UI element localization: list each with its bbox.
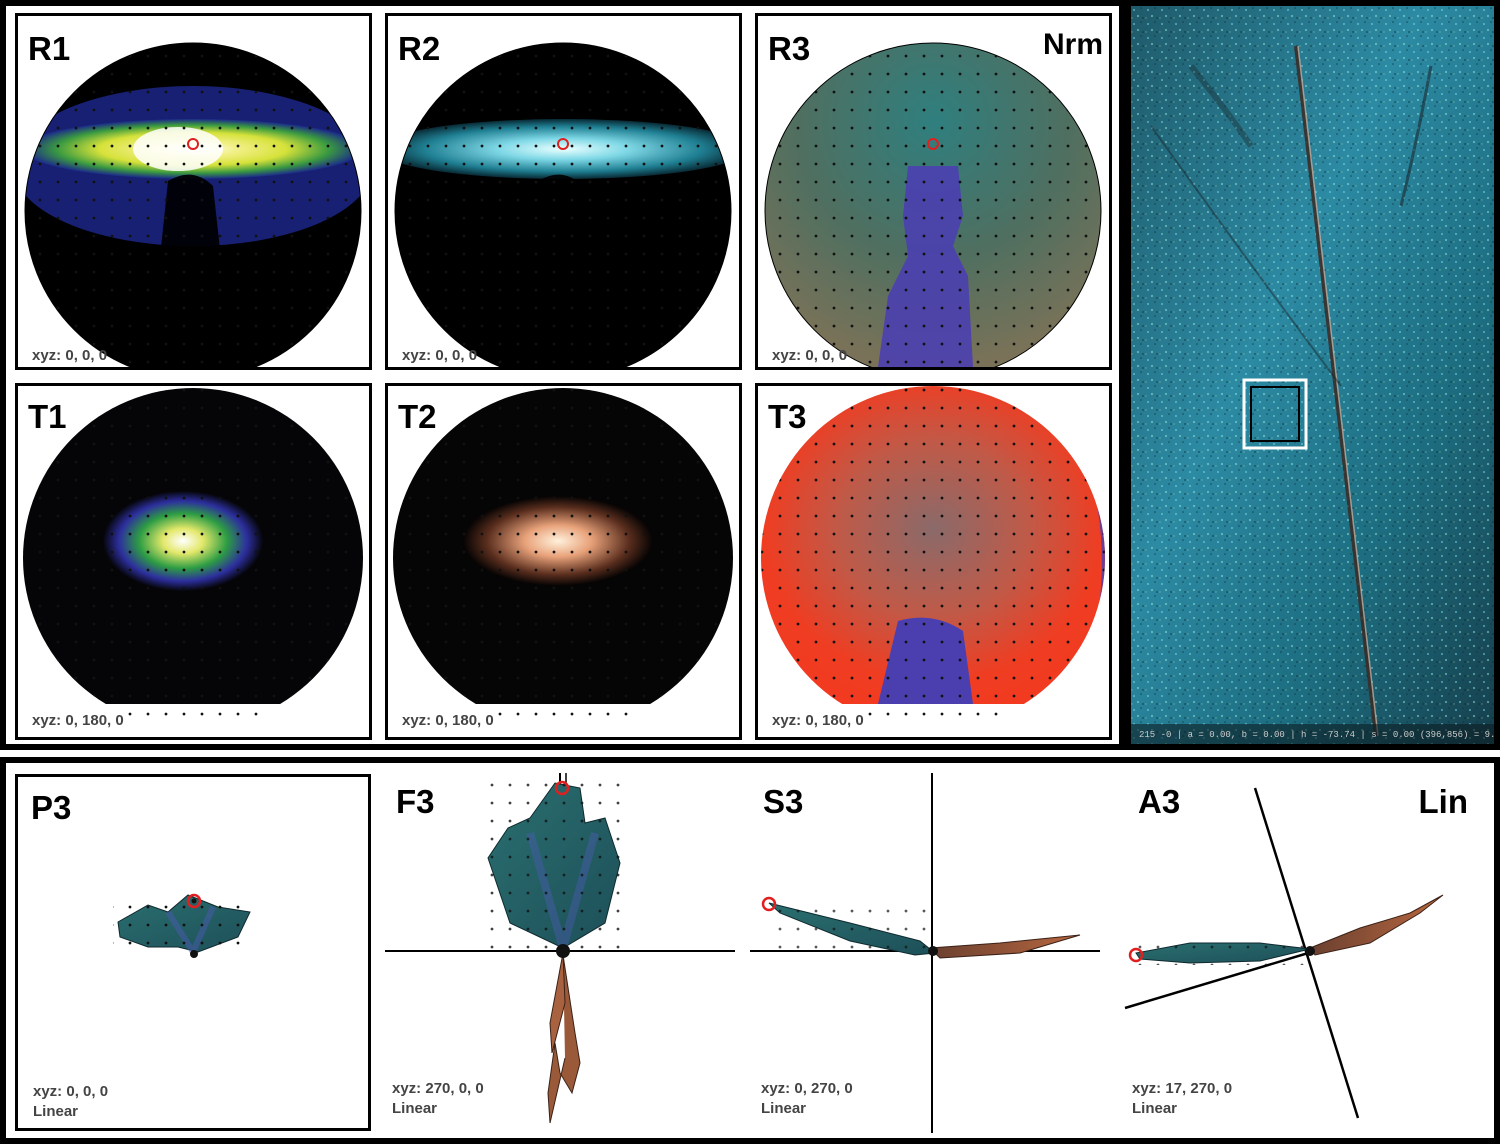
r3-marker-icon — [927, 138, 939, 150]
a3-mode: Linear — [1132, 1100, 1178, 1117]
panel-r1: R1 xyz: 0, 0, 0 — [15, 13, 372, 370]
t3-label: T3 — [768, 398, 807, 435]
f3-label: F3 — [396, 783, 435, 820]
s3-marker-icon — [761, 896, 777, 912]
a3-tag: Lin — [1418, 783, 1468, 820]
panel-t1: T1 xyz: 0, 180, 0 — [15, 383, 372, 740]
projection-plots — [385, 773, 1444, 1133]
r1-xyz: xyz: 0, 0, 0 — [32, 347, 108, 364]
r3-tag: Nrm — [1042, 28, 1103, 61]
s3-label: S3 — [763, 783, 804, 820]
sample-photo: 215 -0 | a = 0.00, b = 0.00 | h = -73.74… — [1131, 6, 1494, 744]
t3-xyz: xyz: 0, 180, 0 — [772, 712, 864, 729]
photo-scale-text: 215 -0 | a = 0.00, b = 0.00 | h = -73.74… — [1139, 730, 1494, 740]
t1-plot — [23, 388, 363, 728]
s3-mode: Linear — [761, 1100, 807, 1117]
t2-label: T2 — [398, 398, 437, 435]
p3-xyz: xyz: 0, 0, 0 — [33, 1083, 109, 1100]
projection-area: F3 xyz: 270, 0, 0 Linear S3 xyz: 0, 270,… — [380, 763, 1494, 1138]
selection-box-icon — [1242, 378, 1308, 450]
p3-mode: Linear — [33, 1103, 79, 1120]
bottom-frame — [0, 757, 1500, 1144]
sample-photo-image — [1131, 6, 1494, 744]
f3-xyz: xyz: 270, 0, 0 — [392, 1080, 484, 1097]
s3-xyz: xyz: 0, 270, 0 — [761, 1080, 853, 1097]
r3-plot — [764, 42, 1102, 367]
top-right-frame — [1125, 0, 1500, 750]
t2-xyz: xyz: 0, 180, 0 — [402, 712, 494, 729]
r2-plot — [394, 42, 732, 367]
panel-r2: R2 xyz: 0, 0, 0 — [385, 13, 742, 370]
r2-marker-icon — [557, 138, 569, 150]
t1-xyz: xyz: 0, 180, 0 — [32, 712, 124, 729]
p3-label: P3 — [31, 789, 72, 826]
a3-marker-icon — [1128, 947, 1144, 963]
panel-r3: R3 Nrm xyz: 0, 0, 0 — [755, 13, 1112, 370]
t2-plot — [393, 388, 733, 728]
top-left-frame — [0, 0, 1125, 750]
t3-plot — [761, 386, 1105, 730]
a3-label: A3 — [1138, 783, 1181, 820]
r1-marker-icon — [187, 138, 199, 150]
r1-plot — [24, 42, 362, 367]
r2-label: R2 — [398, 30, 441, 67]
t1-label: T1 — [28, 398, 67, 435]
p3-marker-icon — [186, 893, 202, 909]
f3-marker-icon — [554, 780, 570, 796]
a3-xyz: xyz: 17, 270, 0 — [1132, 1080, 1233, 1097]
r3-xyz: xyz: 0, 0, 0 — [772, 347, 848, 364]
f3-mode: Linear — [392, 1100, 438, 1117]
r2-xyz: xyz: 0, 0, 0 — [402, 347, 478, 364]
r1-label: R1 — [28, 30, 71, 67]
panel-t2: T2 xyz: 0, 180, 0 — [385, 383, 742, 740]
panel-p3: P3 xyz: 0, 0, 0 Linear — [15, 774, 371, 1131]
p3-plot — [113, 892, 253, 959]
r3-label: R3 — [768, 30, 811, 67]
panel-t3: T3 xyz: 0, 180, 0 — [755, 383, 1112, 740]
